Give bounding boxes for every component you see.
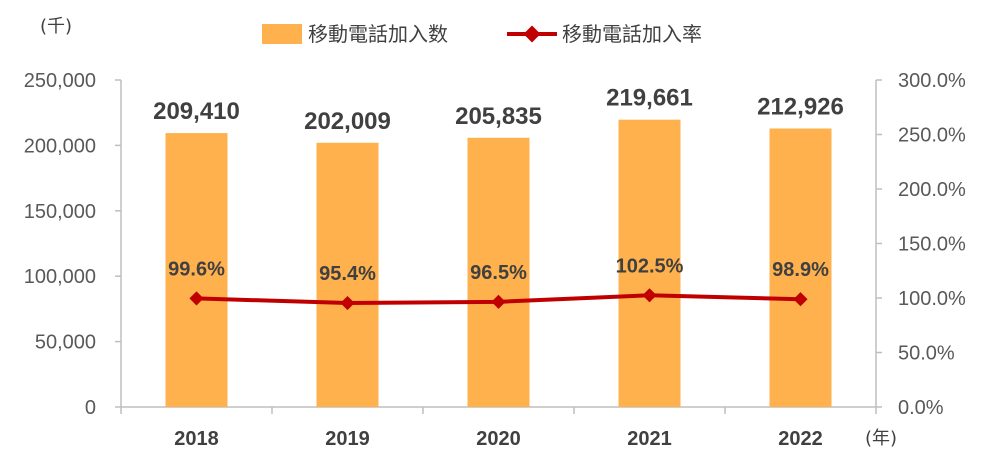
- bar: [467, 137, 530, 407]
- line-point: [189, 291, 204, 306]
- line-value-label: 98.9%: [772, 259, 829, 281]
- bar-value-label: 209,410: [153, 98, 240, 125]
- x-tick-label: 2018: [174, 428, 219, 450]
- legend-label-bar: 移動電話加入数: [308, 22, 448, 46]
- x-axis-ticks: 2018 2019 2020 2021 2022: [120, 407, 877, 450]
- legend-swatch-bar: [262, 24, 302, 44]
- line-value-label: 96.5%: [470, 262, 527, 284]
- x-tick-label: 2022: [778, 428, 823, 450]
- left-tick-label: 150,000: [24, 201, 96, 223]
- bar: [316, 142, 379, 408]
- bar: [769, 128, 832, 407]
- bar-data-labels: 209,410 202,009 205,835 219,661 212,926: [153, 85, 844, 135]
- x-axis-unit: (年): [865, 428, 897, 449]
- left-tick-label: 50,000: [35, 332, 96, 354]
- left-axis-unit: (千): [40, 16, 72, 37]
- x-tick-label: 2020: [476, 428, 521, 450]
- right-tick-label: 100.0%: [898, 288, 966, 310]
- right-tick-label: 200.0%: [898, 179, 966, 201]
- bar-value-label: 202,009: [304, 108, 391, 135]
- line-point: [642, 288, 657, 303]
- left-axis-ticks: 0 50,000 100,000 150,000 200,000 250,000: [24, 70, 121, 419]
- line-point: [793, 292, 808, 307]
- line-value-label: 102.5%: [616, 255, 684, 277]
- line-value-label: 95.4%: [319, 263, 376, 285]
- line-value-label: 99.6%: [168, 258, 225, 280]
- line-series: [189, 288, 808, 311]
- bar: [165, 133, 228, 407]
- x-tick-label: 2019: [325, 428, 370, 450]
- right-tick-label: 300.0%: [898, 70, 966, 92]
- bar-series: [165, 119, 832, 408]
- legend: 移動電話加入数 移動電話加入率: [262, 22, 702, 46]
- right-tick-label: 50.0%: [898, 343, 955, 365]
- bar-value-label: 212,926: [757, 93, 844, 120]
- line-point: [340, 295, 355, 311]
- right-axis-ticks: 0.0% 50.0% 100.0% 150.0% 200.0% 250.0% 300.0%: [876, 70, 966, 419]
- legend-label-line: 移動電話加入率: [562, 22, 702, 46]
- right-tick-label: 150.0%: [898, 234, 966, 256]
- line-point: [491, 294, 506, 309]
- left-tick-label: 250,000: [24, 70, 96, 92]
- legend-marker: [523, 25, 541, 43]
- line-data-labels: 99.6% 95.4% 96.5% 102.5% 98.9%: [168, 255, 829, 285]
- left-tick-label: 0: [85, 397, 96, 419]
- bar: [618, 119, 681, 407]
- bar-value-label: 219,661: [606, 85, 693, 112]
- x-tick-label: 2021: [627, 428, 672, 450]
- left-tick-label: 200,000: [24, 135, 96, 157]
- bar-value-label: 205,835: [455, 103, 542, 130]
- right-tick-label: 0.0%: [898, 397, 944, 419]
- left-tick-label: 100,000: [24, 266, 96, 288]
- right-tick-label: 250.0%: [898, 125, 966, 147]
